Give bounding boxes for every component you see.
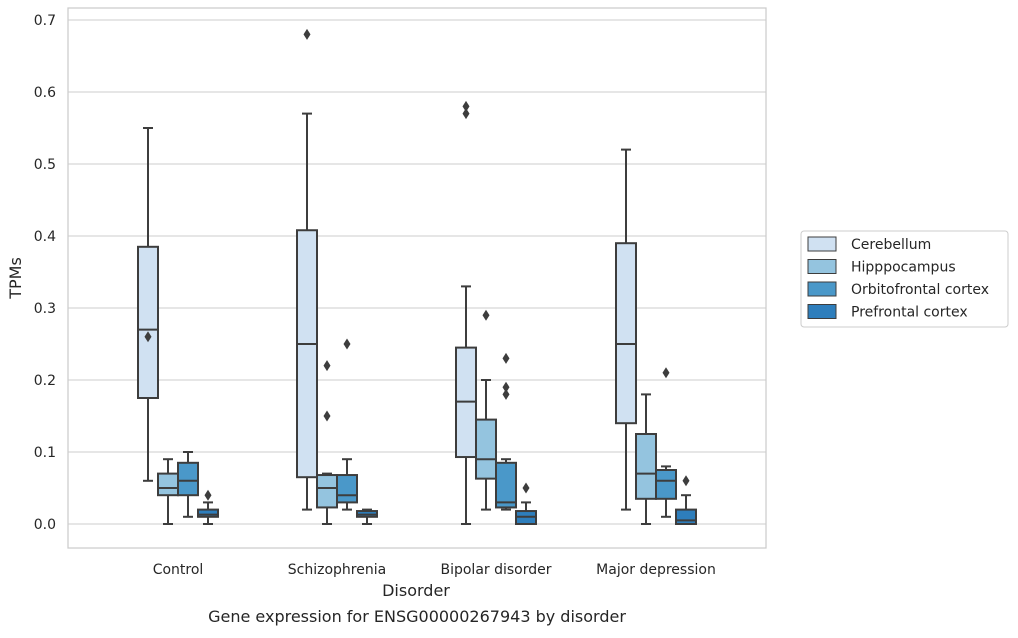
box-plot xyxy=(336,338,358,511)
box-plot xyxy=(635,393,657,525)
y-gridlines xyxy=(68,19,766,525)
outlier-point xyxy=(343,338,351,350)
legend-swatch xyxy=(807,236,837,252)
box-iqr xyxy=(316,474,338,509)
legend-swatch xyxy=(807,259,837,274)
box-plot xyxy=(137,127,159,482)
outlier-point xyxy=(323,360,331,372)
box-iqr xyxy=(336,474,358,504)
outlier-point xyxy=(682,475,690,487)
series-prefrontal-cortex xyxy=(197,475,697,526)
x-tick-labels: Control Schizophrenia Bipolar disorder Majo… xyxy=(153,562,716,578)
box-plot xyxy=(296,28,318,511)
x-tick-label: Major depression xyxy=(596,562,716,578)
outlier-point xyxy=(462,100,470,112)
y-tick-label: 0.2 xyxy=(34,373,56,389)
x-axis-label: Disorder xyxy=(382,581,450,600)
outlier-point xyxy=(662,367,670,379)
outlier-point xyxy=(323,410,331,422)
box-iqr xyxy=(655,469,677,500)
box-iqr xyxy=(197,508,219,518)
series-hipppocampus xyxy=(157,309,657,525)
outlier-point xyxy=(482,309,490,321)
box-plot xyxy=(675,475,697,526)
box-plot xyxy=(495,352,517,511)
outlier-point xyxy=(502,388,510,400)
y-tick-label: 0.5 xyxy=(34,157,56,173)
legend-label: Hipppocampus xyxy=(851,260,956,276)
y-tick-label: 0.4 xyxy=(34,229,56,245)
series-orbitofrontal-cortex xyxy=(177,338,677,518)
legend-swatch xyxy=(807,304,837,319)
box-iqr xyxy=(296,229,318,479)
box-plot xyxy=(655,367,677,518)
series-cerebellum xyxy=(137,28,637,525)
box-plot xyxy=(615,148,637,511)
box-iqr xyxy=(157,472,179,497)
box-iqr xyxy=(675,508,697,526)
outlier-point xyxy=(144,331,152,343)
y-tick-label: 0.7 xyxy=(34,13,56,29)
y-tick-label: 0.3 xyxy=(34,301,56,317)
legend-item: Cerebellum xyxy=(807,236,931,253)
box-plot xyxy=(177,451,199,518)
box-plot xyxy=(356,508,378,525)
box-plot xyxy=(455,100,477,525)
box-plot xyxy=(157,458,179,525)
y-tick-label: 0.0 xyxy=(34,517,56,533)
outlier-point xyxy=(522,482,530,494)
legend-item: Orbitofrontal cortex xyxy=(807,281,989,298)
outlier-point xyxy=(502,352,510,364)
outlier-point xyxy=(204,489,212,501)
x-tick-label: Bipolar disorder xyxy=(440,562,551,578)
y-tick-label: 0.1 xyxy=(34,445,56,461)
box-iqr xyxy=(635,433,657,500)
box-iqr xyxy=(475,418,497,480)
legend-swatch xyxy=(807,281,837,297)
outlier-point xyxy=(462,108,470,120)
box-plot xyxy=(475,309,497,511)
outlier-point xyxy=(502,381,510,393)
y-tick-labels: 0.0 0.1 0.2 0.3 0.4 0.5 0.6 0.7 xyxy=(34,13,56,533)
box-series-group xyxy=(137,28,697,526)
x-tick-label: Control xyxy=(153,562,204,578)
plot-frame xyxy=(67,7,767,549)
outlier-point xyxy=(303,28,311,40)
box-iqr xyxy=(137,245,159,399)
box-iqr xyxy=(615,242,637,425)
box-plot xyxy=(197,489,219,525)
box-plot xyxy=(515,482,537,526)
box-iqr xyxy=(177,461,199,497)
legend-label: Cerebellum xyxy=(851,237,931,253)
chart-caption: Gene expression for ENSG00000267943 by d… xyxy=(208,607,626,626)
box-iqr xyxy=(495,461,517,509)
x-tick-label: Schizophrenia xyxy=(288,562,386,578)
legend-item: Hipppocampus xyxy=(807,259,956,276)
legend-label: Orbitofrontal cortex xyxy=(851,282,989,298)
legend-item: Prefrontal cortex xyxy=(807,304,968,321)
legend-label: Prefrontal cortex xyxy=(851,305,968,321)
y-tick-label: 0.6 xyxy=(34,85,56,101)
y-axis-label: TPMs xyxy=(6,257,25,300)
box-plot xyxy=(316,360,338,525)
legend-frame xyxy=(800,230,1009,328)
legend: Cerebellum Hipppocampus Orbitofrontal cort… xyxy=(800,230,1009,328)
